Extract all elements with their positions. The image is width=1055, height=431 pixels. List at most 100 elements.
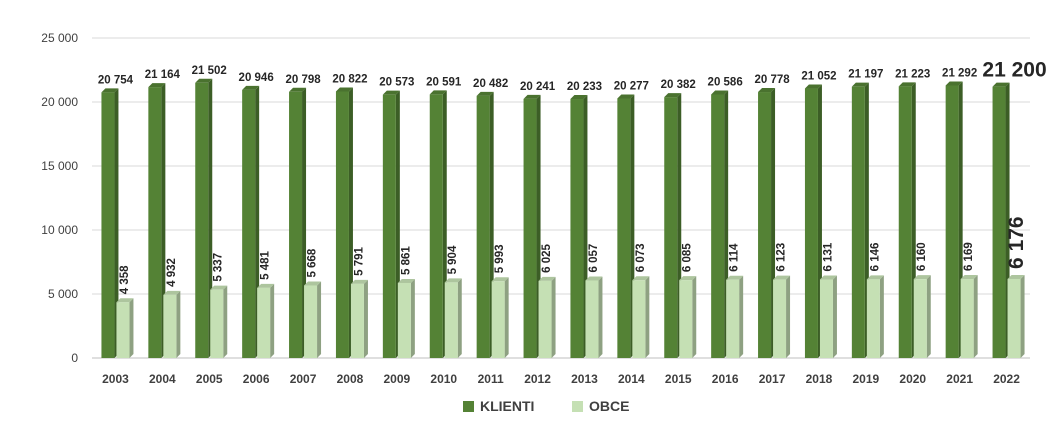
data-label-obce: 5 481: [260, 250, 272, 279]
bar-top: [726, 275, 744, 280]
x-tick-label: 2022: [993, 372, 1020, 386]
x-tick-label: 2019: [852, 372, 879, 386]
bar-front: [335, 91, 349, 359]
x-tick-label: 2013: [571, 372, 598, 386]
bar-front: [429, 94, 443, 358]
bar-front: [773, 279, 787, 358]
bar-obce: [304, 281, 322, 358]
bar-top: [304, 281, 322, 286]
bar-top: [397, 278, 415, 283]
bar-top: [257, 283, 275, 288]
bar-obce: [163, 290, 181, 358]
bar-top: [382, 90, 400, 95]
bar-side: [270, 283, 275, 358]
bar-front: [289, 91, 303, 359]
data-label-klienti: 20 482: [473, 78, 508, 90]
bar-top: [758, 88, 776, 93]
bar-klienti: [945, 81, 963, 358]
bar-front: [444, 282, 458, 358]
bar-front: [570, 99, 584, 358]
bar-front: [148, 87, 162, 358]
bar-klienti: [382, 90, 400, 359]
data-label-obce: 6 025: [541, 243, 553, 272]
bar-klienti: [758, 88, 776, 359]
y-tick-label: 10 000: [41, 223, 78, 237]
bar-side: [645, 276, 650, 358]
data-label-obce: 5 668: [307, 248, 319, 277]
x-tick-label: 2021: [946, 372, 973, 386]
bar-top: [851, 82, 869, 87]
data-label-klienti: 21 292: [942, 67, 977, 79]
bar-front: [726, 279, 740, 358]
bar-top: [101, 88, 119, 93]
data-label-obce: 4 358: [119, 265, 131, 294]
bar-obce: [960, 275, 978, 358]
bar-side: [973, 275, 978, 358]
data-label-klienti: 21 052: [801, 71, 836, 83]
bar-front: [397, 282, 411, 358]
bar-side: [176, 290, 181, 358]
bar-klienti: [664, 93, 682, 358]
bar-front: [257, 287, 271, 358]
data-label-klienti: 20 382: [661, 79, 696, 91]
bar-front: [617, 98, 631, 358]
data-label-obce: 6 123: [776, 243, 788, 272]
data-label-klienti: 20 573: [379, 77, 414, 89]
bar-klienti: [804, 84, 822, 359]
bar-top: [773, 275, 791, 280]
bar-side: [129, 298, 134, 358]
data-label-klienti: 21 200: [982, 59, 1046, 82]
bar-obce: [773, 275, 791, 358]
bar-top: [523, 94, 541, 99]
bar-top: [898, 82, 916, 87]
bar-side: [739, 275, 744, 358]
bar-front: [242, 89, 256, 358]
bar-obce: [585, 276, 603, 358]
bar-front: [116, 302, 130, 358]
x-tick-label: 2010: [430, 372, 457, 386]
data-label-klienti: 21 164: [145, 69, 181, 81]
data-label-obce: 6 176: [1005, 216, 1028, 269]
bar-top: [913, 275, 931, 280]
bar-front: [632, 280, 646, 358]
bar-front: [210, 289, 224, 358]
data-labels: 20 754 4 358 21 164 4 932 21 502 5 337 20 946 5…: [98, 59, 1047, 295]
bar-front: [1007, 278, 1021, 358]
bar-top: [116, 298, 134, 303]
bar-side: [223, 285, 228, 358]
legend: KLIENTI OBCE: [463, 398, 629, 414]
data-label-klienti: 21 197: [848, 69, 883, 81]
bar-front: [679, 280, 693, 358]
bar-front: [195, 82, 209, 358]
data-label-obce: 6 073: [635, 243, 647, 272]
bar-top: [866, 275, 884, 280]
bar-front: [913, 279, 927, 358]
bar-top: [350, 279, 368, 284]
bar-side: [926, 275, 931, 358]
bar-klienti: [195, 78, 213, 358]
data-label-klienti: 20 586: [708, 76, 743, 88]
data-label-klienti: 20 946: [239, 72, 274, 84]
bar-obce: [819, 275, 837, 358]
bar-top: [664, 93, 682, 98]
bar-front: [476, 95, 490, 359]
bar-front: [992, 86, 1006, 358]
bar-obce: [350, 279, 368, 358]
x-tick-label: 2015: [665, 372, 692, 386]
x-tick-label: 2006: [243, 372, 270, 386]
bar-obce: [257, 283, 275, 358]
bar-front: [758, 92, 772, 359]
y-tick-label: 25 000: [41, 31, 78, 45]
bar-obce: [397, 278, 415, 358]
bar-side: [832, 275, 837, 358]
bar-top: [585, 276, 603, 281]
legend-item: OBCE: [572, 398, 629, 414]
bar-klienti: [523, 94, 541, 359]
bar-top: [819, 275, 837, 280]
bar-klienti: [476, 91, 494, 359]
data-label-obce: 6 085: [682, 243, 694, 272]
bar-obce: [679, 276, 697, 358]
bar-front: [382, 94, 396, 359]
bar-klienti: [242, 85, 260, 358]
